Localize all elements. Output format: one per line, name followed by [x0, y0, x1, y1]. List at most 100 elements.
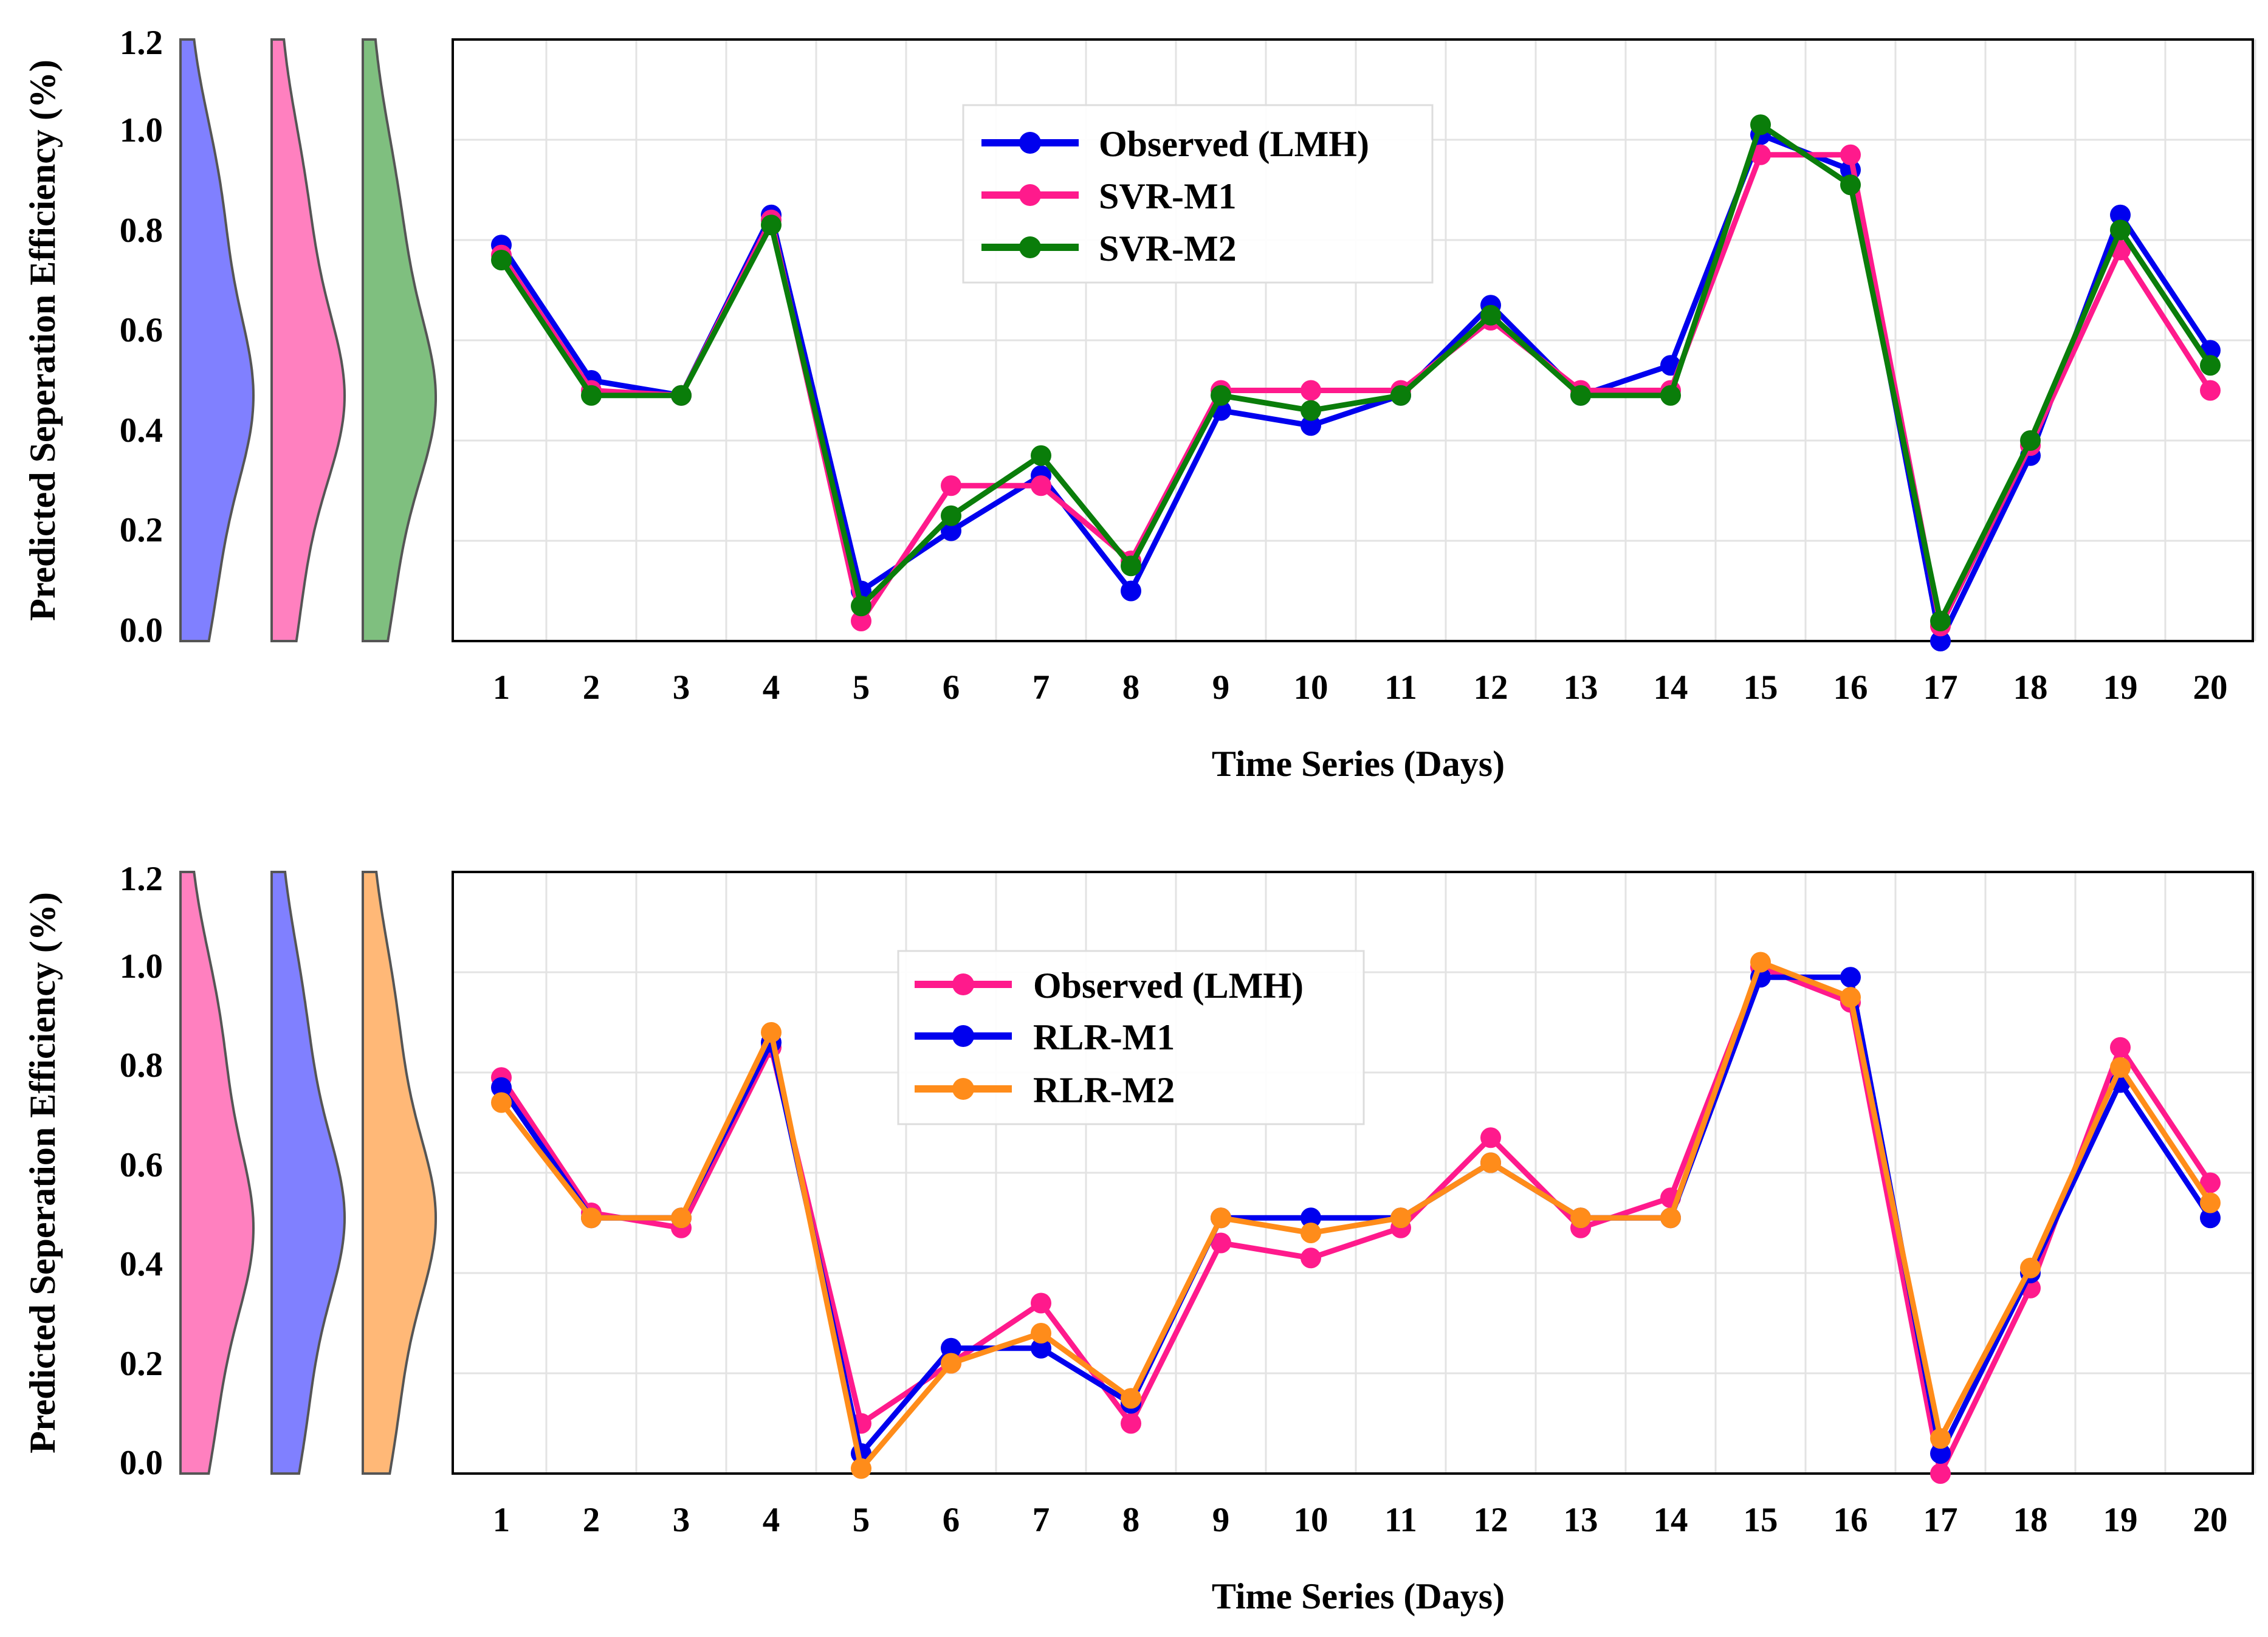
- x-tick-label: 11: [1384, 1501, 1417, 1539]
- data-point: [1930, 1463, 1951, 1484]
- x-tick-label: 18: [2013, 668, 2048, 707]
- data-point: [2110, 1057, 2131, 1078]
- x-tick-label: 12: [1474, 668, 1508, 707]
- x-tick-label: 13: [1564, 668, 1598, 707]
- series-rlr-m2: [491, 952, 2221, 1479]
- data-point: [1301, 415, 1321, 436]
- data-point: [1660, 1207, 1681, 1229]
- data-point: [1121, 580, 1141, 602]
- series-line: [499, 959, 2213, 1472]
- legend-entry-rlr-m1: RLR-M1: [1033, 1017, 1175, 1057]
- data-point: [1301, 400, 1321, 421]
- x-tick-label: 1: [493, 668, 510, 707]
- x-tick-label: 20: [2193, 668, 2228, 707]
- x-tick-label: 2: [583, 668, 600, 707]
- x-tick-label: 8: [1122, 668, 1140, 707]
- x-tick-label: 14: [1654, 1501, 1688, 1539]
- data-point: [1840, 987, 1861, 1008]
- x-axis-label: Time Series (Days): [1212, 744, 1505, 784]
- data-point: [2200, 1172, 2221, 1193]
- plot-area-frame: [452, 871, 2254, 1475]
- legend-entry-svr-m2: SVR-M2: [1099, 228, 1237, 269]
- data-point: [1031, 1323, 1051, 1344]
- data-point: [1480, 1152, 1501, 1173]
- data-point: [2110, 1037, 2131, 1058]
- x-tick-label: 9: [1212, 668, 1230, 707]
- data-point: [1840, 174, 1861, 196]
- data-point: [941, 1337, 961, 1359]
- data-point: [1930, 1428, 1951, 1449]
- data-point: [761, 214, 782, 236]
- data-point: [1211, 1232, 1231, 1254]
- x-tick-label: 3: [673, 668, 690, 707]
- legend-entry-observed: Observed (LMH): [1099, 124, 1369, 164]
- y-tick-label: 1.2: [120, 860, 163, 898]
- legend-entry-svr-m1: SVR-M1: [1099, 176, 1237, 216]
- data-point: [1301, 1247, 1321, 1269]
- legend-marker-observed: [1019, 132, 1041, 154]
- data-point: [491, 250, 512, 270]
- y-tick-labels: 0.0 0.2 0.4 0.6 0.8 1.0 1.2: [120, 24, 163, 650]
- x-tick-label: 3: [673, 1501, 690, 1539]
- data-point: [1031, 445, 1051, 466]
- data-point: [581, 385, 602, 406]
- data-point: [491, 1077, 512, 1098]
- x-tick-label: 20: [2193, 1501, 2228, 1539]
- legend-marker-rlr-m1: [952, 1025, 974, 1047]
- data-point: [1031, 1292, 1051, 1314]
- y-tick-label: 0.2: [120, 1345, 163, 1383]
- plot-area-frame: [452, 38, 2254, 642]
- x-tick-label: 5: [853, 1501, 870, 1539]
- y-tick-label: 0.6: [120, 311, 163, 349]
- data-point: [1390, 1207, 1411, 1229]
- x-tick-label: 2: [583, 1501, 600, 1539]
- x-tick-label: 4: [763, 668, 780, 707]
- x-tick-label: 19: [2103, 668, 2138, 707]
- data-point: [941, 475, 961, 496]
- y-tick-label: 1.0: [120, 947, 163, 986]
- data-point: [671, 385, 692, 406]
- data-point: [1750, 144, 1771, 165]
- data-point: [581, 1207, 602, 1229]
- x-tick-label: 15: [1744, 668, 1778, 707]
- data-point: [1930, 611, 1951, 631]
- x-tick-label: 12: [1474, 1501, 1508, 1539]
- x-tick-label: 9: [1212, 1501, 1230, 1539]
- data-point: [1570, 385, 1591, 406]
- legend-marker-rlr-m2: [952, 1078, 974, 1100]
- y-tick-label: 0.8: [120, 211, 163, 250]
- data-point: [1211, 385, 1231, 406]
- x-tick-label: 17: [1923, 1501, 1958, 1539]
- data-point: [1930, 631, 1951, 651]
- y-tick-label: 0.4: [120, 1245, 163, 1283]
- distribution-plots: [179, 38, 437, 642]
- data-point: [2200, 1207, 2221, 1229]
- x-axis-label: Time Series (Days): [1212, 1576, 1505, 1616]
- distribution-svr-m2: [362, 38, 437, 642]
- data-point: [1750, 114, 1771, 136]
- data-point: [491, 1092, 512, 1113]
- data-point: [671, 1207, 692, 1229]
- data-point: [1121, 555, 1141, 577]
- x-tick-label: 10: [1294, 668, 1328, 707]
- data-point: [1930, 1443, 1951, 1464]
- distribution-observed: [179, 38, 255, 642]
- legend-marker-observed: [952, 973, 974, 995]
- y-tick-label: 0.0: [120, 611, 163, 650]
- series-line: [499, 122, 2213, 624]
- x-tick-label: 18: [2013, 1501, 2048, 1539]
- x-tick-label: 7: [1033, 668, 1050, 707]
- x-tick-label: 11: [1384, 668, 1417, 707]
- x-tick-label: 19: [2103, 1501, 2138, 1539]
- y-tick-label: 0.0: [120, 1444, 163, 1482]
- y-tick-label: 0.4: [120, 411, 163, 450]
- x-tick-label: 16: [1833, 1501, 1868, 1539]
- data-point: [851, 595, 871, 617]
- data-point: [1480, 1127, 1501, 1148]
- x-tick-label: 5: [853, 668, 870, 707]
- data-point: [941, 520, 961, 541]
- y-tick-label: 0.6: [120, 1146, 163, 1184]
- data-point: [851, 1458, 871, 1479]
- data-point: [2200, 380, 2221, 401]
